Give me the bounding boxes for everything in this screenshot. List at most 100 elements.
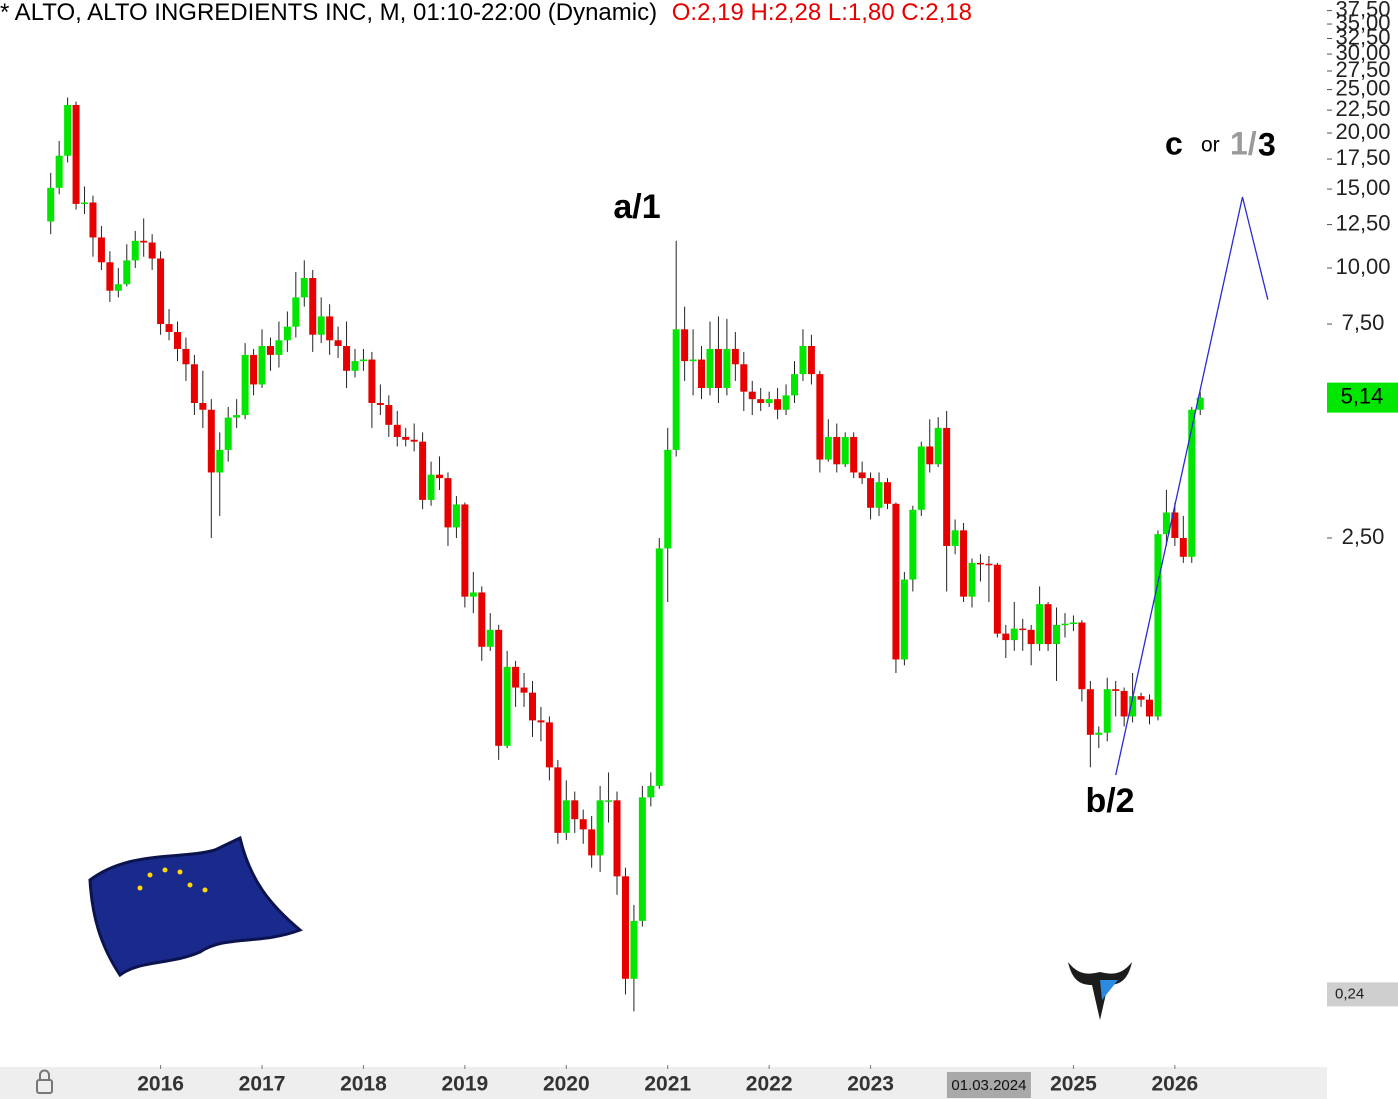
candle-body xyxy=(55,155,63,188)
crosshair-label: 01.03.2024 xyxy=(951,1077,1026,1094)
candle-body xyxy=(300,278,308,298)
candle-body xyxy=(1137,696,1145,700)
candle-body xyxy=(461,504,469,597)
candle-body xyxy=(224,417,232,450)
wave-label: a/1 xyxy=(613,188,660,226)
y-tick-label: 20,00 xyxy=(1335,119,1390,144)
candle-body xyxy=(97,237,105,263)
y-tick-label: 22,50 xyxy=(1335,96,1390,121)
candle-body xyxy=(909,509,917,580)
y-tick-label: 30,00 xyxy=(1335,40,1390,65)
candle-body xyxy=(1019,628,1027,631)
x-tick-label: 2020 xyxy=(543,1073,590,1096)
candle-body xyxy=(123,260,131,285)
candle-body xyxy=(1154,534,1162,717)
candle-body xyxy=(182,348,190,365)
candle-body xyxy=(765,399,773,404)
candle-body xyxy=(571,800,579,820)
candle-body xyxy=(588,829,596,856)
chart-title: * ALTO, ALTO INGREDIENTS INC, M, 01:10-2… xyxy=(0,0,972,26)
candle-body xyxy=(266,346,274,355)
wave-label: or xyxy=(1201,134,1220,157)
candle-body xyxy=(596,800,604,856)
candle-body xyxy=(723,348,731,389)
candle-body xyxy=(782,395,790,410)
candle-body xyxy=(892,503,900,660)
candle-body xyxy=(554,767,562,833)
candle-body xyxy=(114,284,122,291)
candle-body xyxy=(824,436,832,460)
candle-body xyxy=(841,436,849,465)
candle-body xyxy=(283,326,291,341)
candle-body xyxy=(157,258,165,325)
candle-body xyxy=(1146,699,1154,717)
candle-body xyxy=(64,104,72,156)
wave-label: c xyxy=(1165,125,1183,161)
x-tick-label: 2018 xyxy=(340,1073,387,1096)
candle-body xyxy=(791,374,799,396)
candle-body xyxy=(241,354,249,416)
candle-body xyxy=(452,504,460,528)
candle-body xyxy=(368,359,376,404)
candle-body xyxy=(1120,690,1128,717)
candle-body xyxy=(875,482,883,508)
candle-body xyxy=(858,472,866,479)
candle-body xyxy=(816,374,824,460)
candle-body xyxy=(757,399,765,404)
candle-body xyxy=(917,446,925,510)
candle-body xyxy=(343,346,351,371)
candle-body xyxy=(799,346,807,375)
candle-body xyxy=(672,329,680,450)
candle-body xyxy=(292,297,300,327)
x-tick-label: 2021 xyxy=(644,1073,691,1096)
candle-body xyxy=(444,478,452,528)
candle-body xyxy=(714,348,722,389)
candle-body xyxy=(140,240,148,243)
candle-body xyxy=(579,819,587,830)
title-text: * ALTO, ALTO INGREDIENTS INC, M, 01:10-2… xyxy=(0,0,657,26)
candle-body xyxy=(351,361,359,371)
candle-body xyxy=(1078,622,1086,690)
candle-body xyxy=(173,331,181,349)
candle-body xyxy=(402,436,410,440)
candle-body xyxy=(689,359,697,362)
candle-body xyxy=(520,687,528,693)
candle-body xyxy=(1103,689,1111,733)
candle-body xyxy=(47,187,55,222)
ewa-logo xyxy=(88,835,303,978)
candle-body xyxy=(419,441,427,500)
level-box xyxy=(1327,982,1398,1007)
candle-body xyxy=(613,800,621,877)
candle-body xyxy=(317,316,325,335)
candle-body xyxy=(131,240,139,261)
candle-body xyxy=(900,579,908,660)
candle-body xyxy=(309,278,317,335)
x-axis-band xyxy=(0,1067,1327,1099)
candle-body xyxy=(359,359,367,362)
y-tick-label: 12,50 xyxy=(1335,210,1390,235)
candle-body xyxy=(1162,512,1170,535)
wave-label: 3 xyxy=(1258,126,1276,162)
x-tick-label: 2026 xyxy=(1152,1073,1199,1096)
candle-body xyxy=(706,348,714,389)
candle-body xyxy=(850,436,858,473)
candle-body xyxy=(190,364,198,404)
lock-icon xyxy=(36,1069,53,1094)
candle-body xyxy=(562,800,570,833)
y-tick-label: 7,50 xyxy=(1342,310,1385,335)
candle-body xyxy=(148,242,156,259)
candle-body xyxy=(469,592,477,597)
y-tick-label: 25,00 xyxy=(1335,75,1390,100)
candle-body xyxy=(993,564,1001,634)
candle-body xyxy=(1188,409,1196,557)
ohlc-readout: O:2,19 H:2,28 L:1,80 C:2,18 xyxy=(672,0,972,26)
candle-body xyxy=(883,482,891,504)
candle-body xyxy=(1061,623,1069,626)
candle-body xyxy=(807,346,815,375)
candle-body xyxy=(410,439,418,442)
candle-body xyxy=(106,262,114,291)
tiedje-logo xyxy=(1068,962,1132,1020)
y-tick-label: 15,00 xyxy=(1335,175,1390,200)
